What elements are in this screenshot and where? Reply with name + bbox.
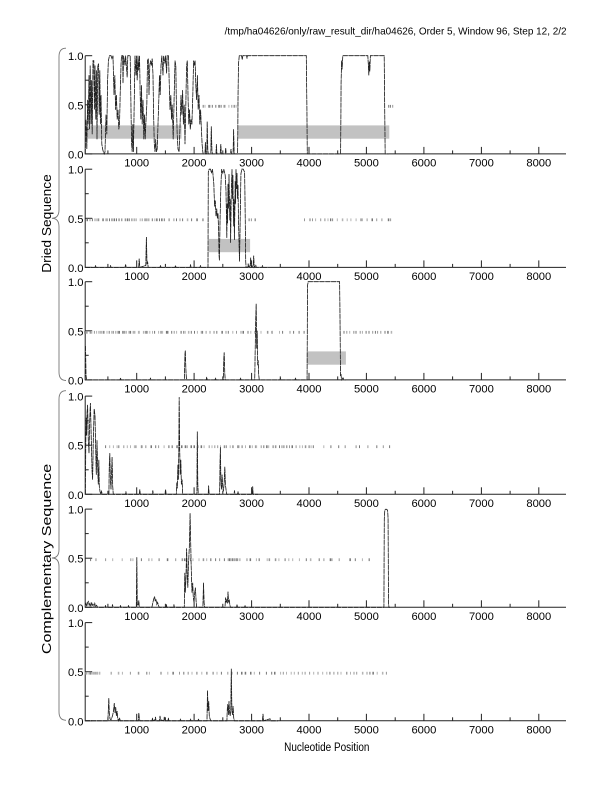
svg-text:3000: 3000 <box>239 611 264 623</box>
svg-text:1.0: 1.0 <box>68 165 84 177</box>
svg-text:1000: 1000 <box>124 724 149 736</box>
svg-text:1.0: 1.0 <box>68 392 84 404</box>
svg-text:4000: 4000 <box>297 724 322 736</box>
svg-text:Nucleotide Position: Nucleotide Position <box>284 740 369 754</box>
svg-text:7000: 7000 <box>469 271 494 283</box>
svg-text:4000: 4000 <box>297 384 322 396</box>
svg-text:5000: 5000 <box>354 498 379 510</box>
svg-text:0.0: 0.0 <box>68 149 84 161</box>
svg-text:5000: 5000 <box>354 611 379 623</box>
svg-text:8000: 8000 <box>526 724 551 736</box>
svg-text:6000: 6000 <box>411 724 436 736</box>
svg-text:8000: 8000 <box>526 498 551 510</box>
svg-text:1000: 1000 <box>124 498 149 510</box>
svg-text:0.5: 0.5 <box>68 441 84 453</box>
svg-text:3000: 3000 <box>239 724 264 736</box>
svg-text:6000: 6000 <box>411 271 436 283</box>
svg-text:/tmp/ha04626/only/raw_result_d: /tmp/ha04626/only/raw_result_dir/ha04626… <box>225 26 567 37</box>
svg-text:6000: 6000 <box>411 384 436 396</box>
svg-text:1.0: 1.0 <box>68 505 84 517</box>
svg-text:0.5: 0.5 <box>68 100 84 112</box>
svg-text:8000: 8000 <box>526 611 551 623</box>
svg-text:2000: 2000 <box>182 611 207 623</box>
svg-text:5000: 5000 <box>354 384 379 396</box>
svg-text:1000: 1000 <box>124 384 149 396</box>
svg-text:6000: 6000 <box>411 611 436 623</box>
svg-text:0.5: 0.5 <box>68 667 84 679</box>
svg-text:1.0: 1.0 <box>68 51 84 63</box>
svg-text:8000: 8000 <box>526 158 551 170</box>
svg-text:2000: 2000 <box>182 158 207 170</box>
svg-text:0.5: 0.5 <box>68 214 84 226</box>
svg-text:2000: 2000 <box>182 271 207 283</box>
svg-text:4000: 4000 <box>297 611 322 623</box>
svg-text:1000: 1000 <box>124 158 149 170</box>
svg-text:7000: 7000 <box>469 158 494 170</box>
svg-text:0.0: 0.0 <box>68 716 84 728</box>
svg-text:3000: 3000 <box>239 498 264 510</box>
svg-text:1.0: 1.0 <box>68 618 84 630</box>
svg-text:0.0: 0.0 <box>68 490 84 502</box>
svg-text:4000: 4000 <box>297 158 322 170</box>
svg-text:8000: 8000 <box>526 271 551 283</box>
svg-text:1000: 1000 <box>124 611 149 623</box>
svg-text:5000: 5000 <box>354 158 379 170</box>
svg-text:8000: 8000 <box>526 384 551 396</box>
svg-text:5000: 5000 <box>354 271 379 283</box>
svg-text:7000: 7000 <box>469 724 494 736</box>
svg-text:6000: 6000 <box>411 158 436 170</box>
svg-text:Complementary Sequence: Complementary Sequence <box>39 464 54 654</box>
svg-text:0.5: 0.5 <box>68 326 84 338</box>
svg-text:1000: 1000 <box>124 271 149 283</box>
svg-text:3000: 3000 <box>239 271 264 283</box>
svg-text:4000: 4000 <box>297 498 322 510</box>
svg-text:4000: 4000 <box>297 271 322 283</box>
svg-text:0.0: 0.0 <box>68 603 84 615</box>
svg-text:3000: 3000 <box>239 384 264 396</box>
svg-text:5000: 5000 <box>354 724 379 736</box>
svg-text:Dried Sequence: Dried Sequence <box>39 174 54 273</box>
svg-text:2000: 2000 <box>182 498 207 510</box>
svg-text:2000: 2000 <box>182 384 207 396</box>
svg-text:0.5: 0.5 <box>68 554 84 566</box>
svg-text:7000: 7000 <box>469 498 494 510</box>
svg-text:0.0: 0.0 <box>68 263 84 275</box>
svg-text:6000: 6000 <box>411 498 436 510</box>
svg-text:7000: 7000 <box>469 611 494 623</box>
svg-text:3000: 3000 <box>239 158 264 170</box>
svg-text:1.0: 1.0 <box>68 277 84 289</box>
svg-text:0.0: 0.0 <box>68 375 84 387</box>
svg-text:7000: 7000 <box>469 384 494 396</box>
svg-text:2000: 2000 <box>182 724 207 736</box>
